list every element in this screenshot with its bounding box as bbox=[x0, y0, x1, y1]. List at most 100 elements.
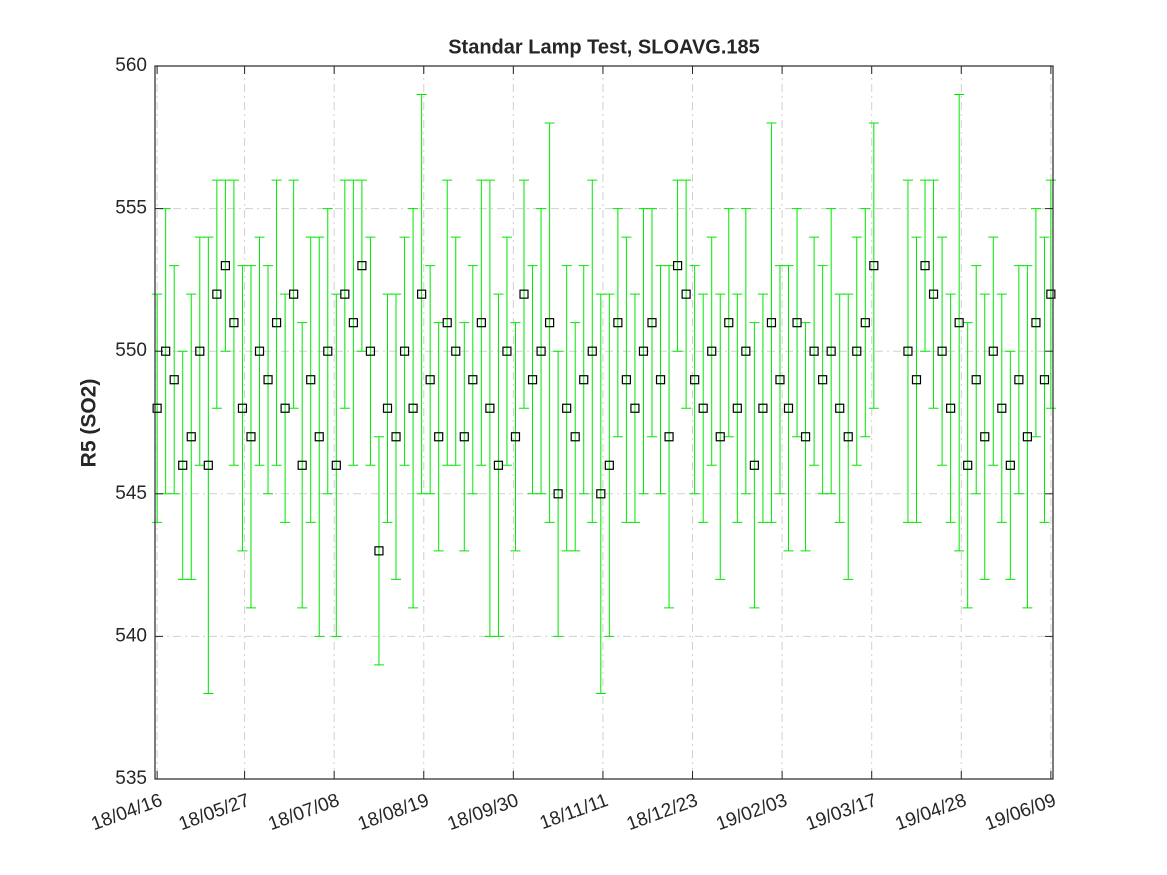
data-point bbox=[297, 460, 307, 470]
error-bar bbox=[186, 293, 197, 580]
data-point bbox=[980, 432, 990, 442]
data-point bbox=[792, 318, 802, 328]
error-bar bbox=[843, 293, 854, 580]
error-bar bbox=[527, 265, 538, 495]
error-bar bbox=[757, 293, 768, 523]
error-bar bbox=[834, 293, 845, 523]
error-bar bbox=[902, 179, 913, 523]
data-point bbox=[459, 432, 469, 442]
data-point bbox=[707, 346, 717, 356]
data-point bbox=[741, 346, 751, 356]
data-point bbox=[331, 460, 341, 470]
error-bar bbox=[510, 322, 521, 552]
error-bar bbox=[749, 322, 760, 609]
error-bar bbox=[493, 293, 504, 637]
error-bar bbox=[459, 322, 470, 552]
error-bar bbox=[305, 236, 316, 523]
error-bar bbox=[391, 293, 402, 580]
y-tick-label: 545 bbox=[115, 483, 147, 504]
data-point bbox=[195, 346, 205, 356]
error-bar bbox=[706, 236, 717, 466]
error-bar bbox=[655, 265, 666, 495]
data-point bbox=[655, 375, 666, 385]
data-point bbox=[203, 460, 213, 470]
error-bar bbox=[868, 122, 879, 409]
data-point bbox=[835, 403, 845, 413]
data-point bbox=[562, 403, 572, 413]
error-bar bbox=[996, 293, 1007, 523]
error-bar bbox=[740, 208, 751, 495]
error-bar bbox=[646, 208, 657, 438]
data-point bbox=[997, 403, 1007, 413]
data-point bbox=[323, 346, 333, 356]
error-bar bbox=[595, 293, 606, 694]
error-bar bbox=[971, 265, 982, 495]
data-point bbox=[1014, 375, 1024, 385]
y-tick-label: 535 bbox=[115, 768, 147, 789]
data-point bbox=[186, 432, 196, 442]
error-bar bbox=[408, 208, 419, 609]
error-bar bbox=[988, 236, 999, 466]
data-point bbox=[451, 346, 461, 356]
data-point bbox=[374, 546, 384, 556]
error-bar bbox=[476, 179, 487, 466]
data-point bbox=[928, 289, 939, 299]
data-point bbox=[306, 375, 316, 385]
error-bar bbox=[519, 179, 530, 409]
data-point bbox=[178, 460, 188, 470]
data-point bbox=[809, 346, 819, 356]
data-point bbox=[800, 432, 811, 442]
data-point bbox=[758, 403, 768, 413]
data-point bbox=[698, 403, 708, 413]
error-bar bbox=[561, 265, 572, 552]
error-bar bbox=[809, 236, 820, 466]
data-point bbox=[442, 318, 452, 328]
error-bar bbox=[433, 322, 444, 552]
data-point bbox=[852, 346, 862, 356]
data-point bbox=[553, 489, 563, 499]
data-point bbox=[220, 261, 230, 271]
error-bar bbox=[826, 208, 837, 495]
error-bar bbox=[629, 293, 640, 523]
data-point bbox=[749, 460, 759, 470]
data-point bbox=[672, 261, 683, 271]
data-point bbox=[766, 318, 777, 328]
error-bar bbox=[1013, 265, 1024, 495]
error-bars bbox=[152, 94, 1056, 694]
data-point bbox=[903, 346, 913, 356]
error-bar bbox=[237, 265, 248, 552]
error-bar bbox=[604, 293, 615, 637]
error-bar bbox=[1005, 350, 1016, 580]
error-bar bbox=[356, 179, 367, 352]
error-bar bbox=[800, 322, 811, 552]
data-point bbox=[254, 346, 265, 356]
data-point bbox=[783, 403, 794, 413]
error-bar bbox=[280, 293, 291, 523]
error-bar bbox=[203, 236, 214, 694]
error-bar bbox=[672, 179, 683, 352]
data-point bbox=[570, 432, 580, 442]
error-bar bbox=[399, 236, 410, 466]
error-bar bbox=[254, 236, 265, 466]
error-bar bbox=[271, 179, 282, 466]
error-bar bbox=[1039, 236, 1050, 523]
data-point bbox=[152, 403, 162, 413]
data-point bbox=[860, 318, 870, 328]
axes-box bbox=[154, 65, 1054, 780]
data-point bbox=[664, 432, 674, 442]
data-point bbox=[536, 346, 546, 356]
error-bar bbox=[1030, 208, 1041, 438]
error-bar bbox=[954, 94, 965, 552]
data-point bbox=[638, 346, 649, 356]
data-point bbox=[237, 403, 248, 413]
data-point bbox=[579, 375, 589, 385]
error-bar bbox=[536, 208, 547, 495]
error-bar bbox=[331, 293, 342, 637]
data-point bbox=[263, 375, 273, 385]
data-point bbox=[775, 375, 785, 385]
error-bar bbox=[920, 179, 931, 352]
error-bar bbox=[365, 236, 376, 466]
data-point bbox=[502, 346, 512, 356]
error-bar bbox=[621, 236, 632, 523]
data-point bbox=[1046, 289, 1056, 299]
